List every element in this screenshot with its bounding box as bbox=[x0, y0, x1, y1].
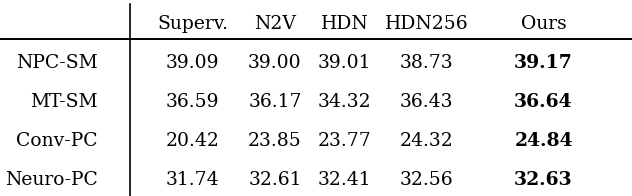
Text: 34.32: 34.32 bbox=[318, 93, 371, 111]
Text: NPC-SM: NPC-SM bbox=[16, 54, 98, 72]
Text: 20.42: 20.42 bbox=[166, 132, 220, 150]
Text: Conv-PC: Conv-PC bbox=[16, 132, 98, 150]
Text: 32.63: 32.63 bbox=[514, 171, 573, 189]
Text: 36.17: 36.17 bbox=[248, 93, 301, 111]
Text: 24.32: 24.32 bbox=[399, 132, 454, 150]
Text: 39.00: 39.00 bbox=[248, 54, 301, 72]
Text: Neuro-PC: Neuro-PC bbox=[5, 171, 98, 189]
Text: Ours: Ours bbox=[521, 15, 566, 33]
Text: 39.09: 39.09 bbox=[166, 54, 219, 72]
Text: 36.64: 36.64 bbox=[514, 93, 573, 111]
Text: HDN: HDN bbox=[320, 15, 368, 33]
Text: HDN256: HDN256 bbox=[385, 15, 468, 33]
Text: N2V: N2V bbox=[254, 15, 296, 33]
Text: 32.56: 32.56 bbox=[400, 171, 453, 189]
Text: 31.74: 31.74 bbox=[166, 171, 219, 189]
Text: 38.73: 38.73 bbox=[400, 54, 453, 72]
Text: MT-SM: MT-SM bbox=[30, 93, 98, 111]
Text: 39.01: 39.01 bbox=[318, 54, 371, 72]
Text: 23.77: 23.77 bbox=[317, 132, 372, 150]
Text: 39.17: 39.17 bbox=[514, 54, 573, 72]
Text: 36.43: 36.43 bbox=[400, 93, 453, 111]
Text: 24.84: 24.84 bbox=[514, 132, 573, 150]
Text: 32.41: 32.41 bbox=[318, 171, 371, 189]
Text: Superv.: Superv. bbox=[157, 15, 228, 33]
Text: 36.59: 36.59 bbox=[166, 93, 219, 111]
Text: 23.85: 23.85 bbox=[248, 132, 302, 150]
Text: 32.61: 32.61 bbox=[248, 171, 301, 189]
